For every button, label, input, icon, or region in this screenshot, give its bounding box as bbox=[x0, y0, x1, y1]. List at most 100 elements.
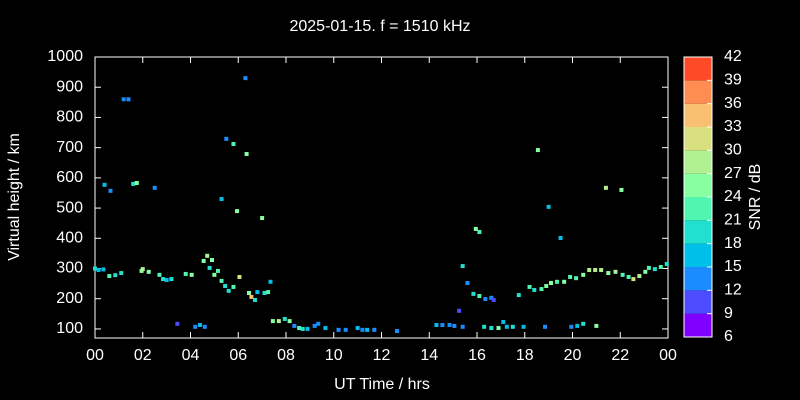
data-point bbox=[260, 216, 265, 221]
data-point bbox=[496, 326, 501, 331]
data-point bbox=[243, 76, 248, 81]
data-point bbox=[593, 268, 598, 273]
data-point bbox=[440, 323, 445, 328]
y-tick-label: 200 bbox=[56, 290, 83, 307]
colorbar-tick-label: 21 bbox=[724, 212, 742, 229]
data-point bbox=[527, 284, 532, 289]
data-point bbox=[489, 295, 494, 300]
data-point bbox=[483, 297, 488, 302]
data-point bbox=[121, 97, 126, 102]
data-point bbox=[652, 267, 657, 272]
colorbar-tick-label: 27 bbox=[724, 165, 742, 182]
data-point bbox=[119, 271, 124, 276]
data-point bbox=[209, 258, 214, 263]
data-point bbox=[282, 316, 287, 321]
data-point bbox=[235, 209, 240, 214]
data-point bbox=[193, 324, 198, 329]
data-point bbox=[249, 294, 254, 299]
data-point bbox=[516, 293, 521, 298]
data-point bbox=[198, 323, 203, 328]
data-point bbox=[183, 271, 188, 276]
data-point bbox=[201, 258, 206, 263]
data-point bbox=[207, 265, 212, 270]
data-point bbox=[252, 297, 257, 302]
data-point bbox=[96, 268, 101, 273]
x-tick-label: 20 bbox=[564, 347, 582, 364]
colorbar-tick-label: 36 bbox=[724, 95, 742, 112]
data-point bbox=[491, 297, 496, 302]
data-point bbox=[312, 323, 317, 328]
colorbar-band bbox=[684, 290, 712, 314]
data-point bbox=[287, 319, 292, 324]
data-point bbox=[237, 274, 242, 279]
data-point bbox=[594, 323, 599, 328]
data-point bbox=[343, 327, 348, 332]
data-point bbox=[562, 279, 567, 284]
data-point bbox=[219, 197, 224, 202]
data-point bbox=[574, 276, 579, 281]
data-point bbox=[108, 188, 113, 193]
colorbar-tick-label: 12 bbox=[724, 282, 742, 299]
data-point bbox=[300, 326, 305, 331]
x-tick-label: 08 bbox=[277, 347, 295, 364]
colorbar-tick-label: 30 bbox=[724, 142, 742, 159]
x-tick-label: 14 bbox=[420, 347, 438, 364]
data-point bbox=[434, 323, 439, 328]
data-point bbox=[270, 319, 275, 324]
data-point bbox=[489, 326, 494, 331]
data-point bbox=[637, 274, 642, 279]
x-tick-label: 10 bbox=[325, 347, 343, 364]
data-point bbox=[504, 324, 509, 329]
x-tick-label: 00 bbox=[86, 347, 104, 364]
data-point bbox=[224, 136, 229, 141]
data-point bbox=[113, 273, 118, 278]
data-point bbox=[226, 288, 231, 293]
y-tick-label: 900 bbox=[56, 78, 83, 95]
x-tick-label: 18 bbox=[516, 347, 534, 364]
data-point bbox=[619, 187, 624, 192]
data-point bbox=[477, 294, 482, 299]
data-point bbox=[510, 324, 515, 329]
data-point bbox=[219, 278, 224, 283]
data-point bbox=[323, 326, 328, 331]
x-axis-label: UT Time / hrs bbox=[334, 376, 430, 393]
data-point bbox=[164, 277, 169, 282]
data-point bbox=[215, 268, 220, 273]
colorbar-band bbox=[684, 197, 712, 221]
plot-frame bbox=[94, 56, 669, 339]
data-point bbox=[157, 272, 162, 277]
data-point bbox=[223, 284, 228, 289]
data-point bbox=[395, 329, 400, 334]
data-point bbox=[587, 268, 592, 273]
data-point bbox=[365, 327, 370, 332]
data-point bbox=[93, 266, 97, 271]
x-tick-label: 04 bbox=[182, 347, 200, 364]
data-point bbox=[575, 323, 580, 328]
data-point bbox=[107, 274, 112, 279]
data-point bbox=[205, 253, 210, 258]
data-point bbox=[276, 319, 281, 324]
colorbar-tick-label: 24 bbox=[724, 188, 742, 205]
colorbar-band bbox=[684, 57, 712, 81]
colorbar-band bbox=[684, 220, 712, 244]
data-point bbox=[134, 180, 139, 185]
data-point bbox=[558, 235, 563, 240]
data-point bbox=[175, 321, 180, 326]
x-tick-label: 22 bbox=[611, 347, 629, 364]
data-point bbox=[292, 323, 297, 328]
y-tick-label: 300 bbox=[56, 260, 83, 277]
data-point bbox=[626, 274, 631, 279]
data-point bbox=[664, 261, 669, 266]
data-point bbox=[473, 226, 478, 231]
data-point bbox=[255, 290, 260, 295]
colorbar-tick-label: 9 bbox=[724, 305, 733, 322]
colorbar-tick-label: 15 bbox=[724, 258, 742, 275]
data-point bbox=[231, 284, 236, 289]
data-point bbox=[465, 281, 470, 286]
data-point bbox=[569, 324, 574, 329]
data-point bbox=[161, 277, 166, 282]
data-point bbox=[549, 281, 554, 286]
x-tick-label: 16 bbox=[468, 347, 486, 364]
data-point bbox=[482, 324, 487, 329]
